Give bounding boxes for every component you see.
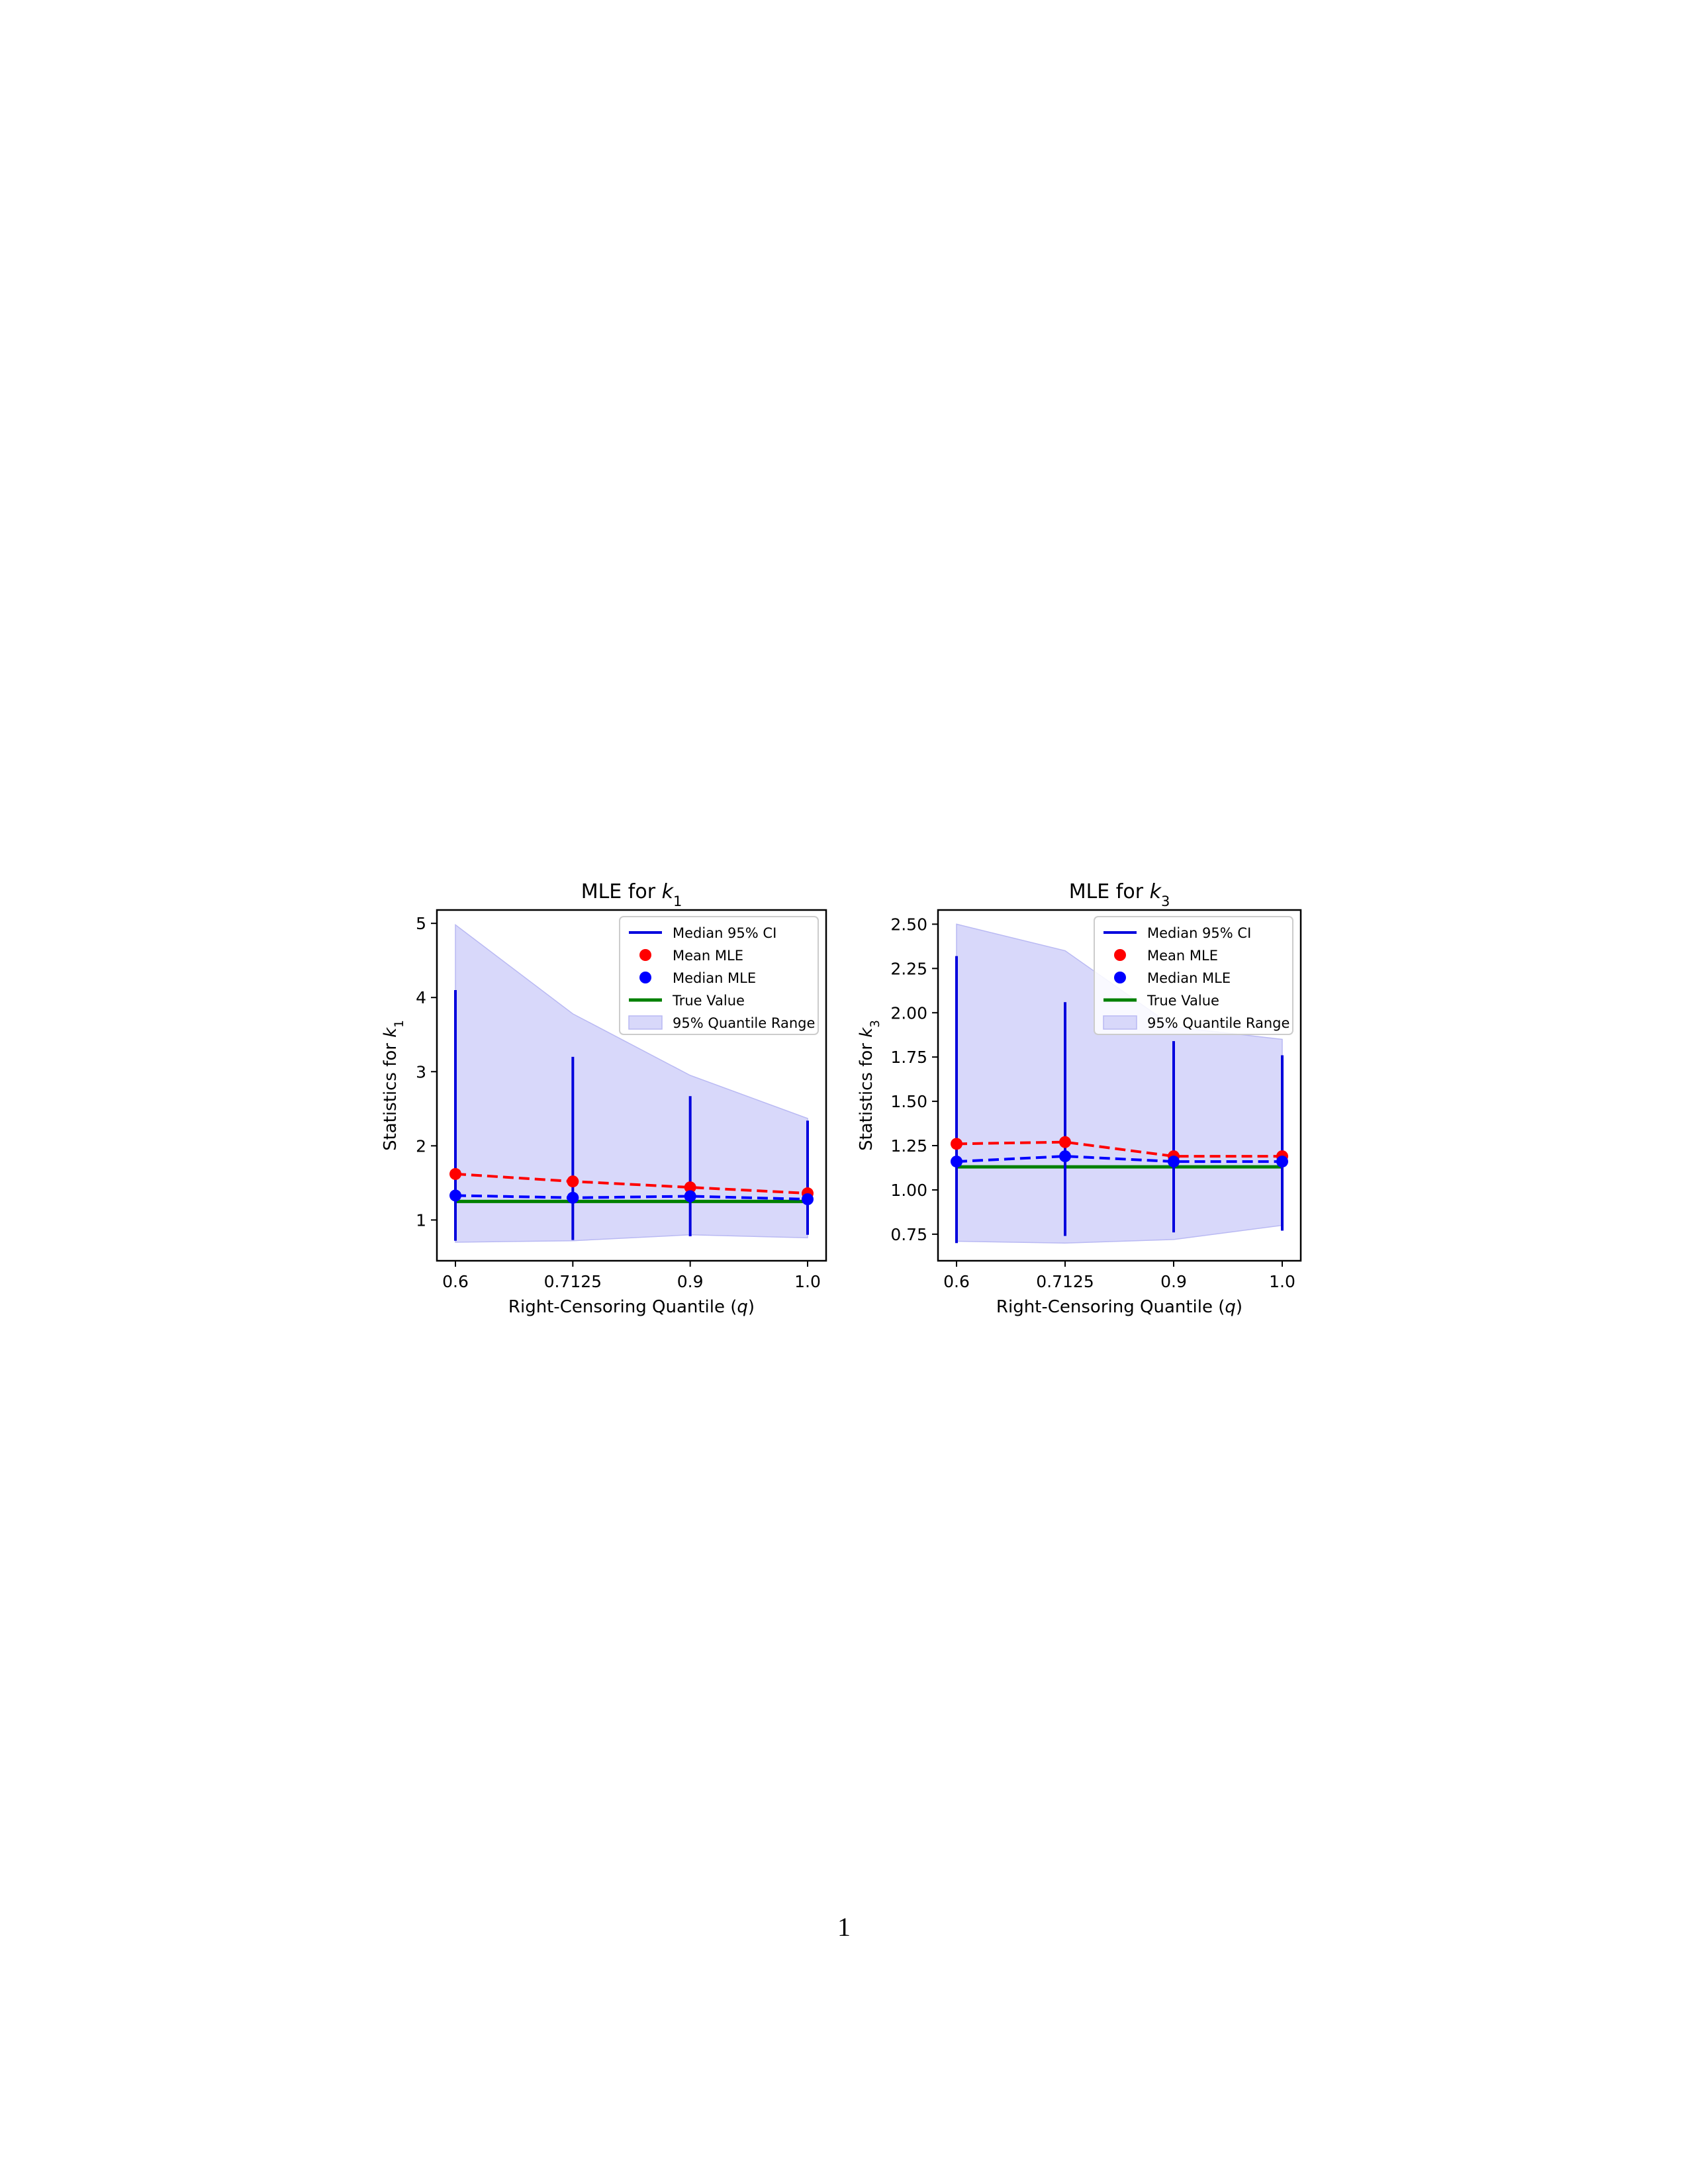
median-mle-group	[449, 1189, 814, 1205]
median-mle-line	[956, 1155, 1282, 1163]
mean-mle-line	[956, 1140, 1282, 1158]
y-tick-label: 2	[416, 1136, 426, 1156]
y-axis-label: Statistics for k3	[857, 1020, 882, 1151]
x-tick-label: 0.6	[943, 1272, 970, 1291]
legend-label: Median MLE	[673, 970, 756, 986]
legend-label: 95% Quantile Range	[1147, 1015, 1289, 1031]
y-tick-label: 1.50	[890, 1092, 927, 1111]
median-mle-group	[951, 1150, 1288, 1168]
y-tick-label: 2.25	[890, 959, 927, 978]
mean-mle-point	[1059, 1136, 1071, 1148]
chart-title: MLE for k1	[581, 880, 682, 909]
legend-label: Median 95% CI	[1147, 925, 1251, 941]
legend-swatch-band	[1103, 1015, 1137, 1030]
axes-frame-group	[937, 909, 1302, 1262]
mean-mle-point	[684, 1181, 696, 1194]
x-tick-label: 1.0	[794, 1272, 821, 1291]
legend-box	[1094, 916, 1293, 1035]
mean-mle-group	[449, 1167, 814, 1200]
median-mle-point	[1059, 1150, 1071, 1163]
x-tick-label: 0.9	[1160, 1272, 1187, 1291]
legend: Median 95% CI Mean MLE Median MLE True Valu…	[619, 916, 819, 1035]
legend-box	[619, 916, 819, 1035]
y-axis-label: Statistics for k1	[381, 1020, 406, 1151]
median-mle-point	[567, 1191, 579, 1204]
x-tick-label: 0.9	[677, 1272, 704, 1291]
median-mle-point	[1168, 1156, 1180, 1168]
legend-label: 95% Quantile Range	[673, 1015, 815, 1031]
y-tick-label: 0.75	[890, 1225, 927, 1244]
x-axis-label: Right-Censoring Quantile (q)	[508, 1297, 755, 1317]
mean-mle-point	[449, 1167, 461, 1180]
x-axis-label: Right-Censoring Quantile (q)	[996, 1297, 1243, 1317]
quantile-range-band	[455, 923, 808, 1243]
y-tick-label: 2.50	[890, 915, 927, 934]
median-mle-point	[802, 1193, 814, 1205]
median-mle-point	[951, 1156, 962, 1168]
chart-title: MLE for k3	[1069, 880, 1170, 909]
chart-panel-k1: MLE for k1 0.6 0.7125 0.9 1.0 1 2 3 4 5 Right-Ce…	[381, 880, 827, 1317]
axes-frame-group	[436, 909, 827, 1262]
quantile-range-band-group	[455, 923, 808, 1243]
axes-frame	[937, 909, 1302, 1262]
median-mle-point	[1276, 1156, 1288, 1168]
ticks-group: 0.6 0.7125 0.9 1.0 0.75 1.00 1.25 1.50 1.75 2.00 2…	[890, 915, 1295, 1291]
y-tick-label: 4	[416, 988, 426, 1007]
y-tick-label: 1.75	[890, 1048, 927, 1067]
legend-swatch-mean	[639, 949, 651, 961]
legend-label: Mean MLE	[673, 948, 743, 964]
legend-label: Median 95% CI	[673, 925, 776, 941]
y-tick-label: 1.00	[890, 1181, 927, 1200]
axes-frame	[436, 909, 827, 1262]
y-tick-label: 2.00	[890, 1003, 927, 1023]
legend-label: Median MLE	[1147, 970, 1231, 986]
mean-mle-point	[951, 1138, 962, 1150]
x-tick-label: 0.7125	[1036, 1272, 1094, 1291]
legend-swatch-median	[639, 972, 651, 983]
legend-label: True Value	[1147, 993, 1219, 1009]
y-tick-label: 3	[416, 1062, 426, 1081]
legend-swatch-mean	[1114, 949, 1126, 961]
y-tick-label: 1.25	[890, 1136, 927, 1156]
x-tick-label: 1.0	[1269, 1272, 1295, 1291]
legend-label: Mean MLE	[1147, 948, 1218, 964]
legend-label: True Value	[672, 993, 745, 1009]
mean-mle-line	[455, 1172, 808, 1195]
median-mle-point	[684, 1190, 696, 1203]
legend-swatch-median	[1114, 972, 1126, 983]
median-mle-point	[449, 1189, 461, 1202]
median-mle-line	[455, 1194, 808, 1201]
x-tick-label: 0.7125	[544, 1272, 602, 1291]
ci-bars-group	[955, 956, 1284, 1244]
page-number: 1	[837, 1912, 851, 1942]
x-tick-label: 0.6	[442, 1272, 469, 1291]
chart-panel-k3: MLE for k3 0.6 0.7125 0.9 1.0 0.75 1.00 1.25 1.…	[857, 880, 1302, 1317]
y-tick-label: 5	[416, 914, 426, 933]
y-tick-label: 1	[416, 1210, 426, 1230]
mean-mle-point	[567, 1175, 579, 1188]
ticks-group: 0.6 0.7125 0.9 1.0 1 2 3 4 5	[416, 914, 821, 1291]
legend-swatch-band	[628, 1015, 663, 1030]
legend: Median 95% CI Mean MLE Median MLE True Valu…	[1094, 916, 1293, 1035]
